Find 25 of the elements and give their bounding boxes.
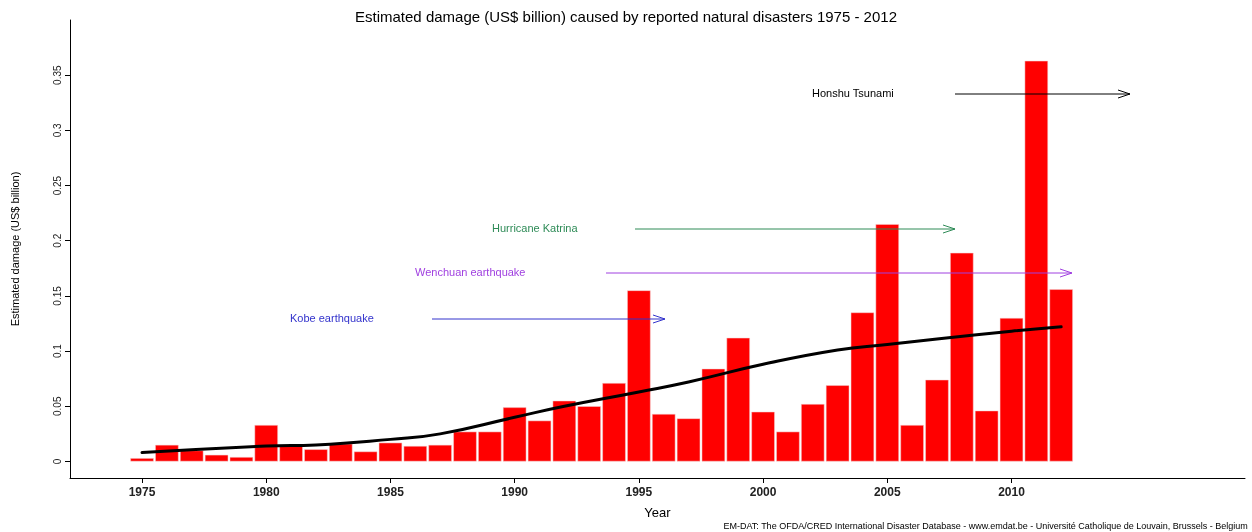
- y-axis-title: Estimated damage (US$ billion): [8, 171, 21, 327]
- y-tick-label: 0.2: [51, 233, 63, 248]
- line-series: [140, 325, 1063, 455]
- y-tick-label: 0: [51, 458, 63, 465]
- x-axis-title: Year: [644, 505, 672, 520]
- x-tick-label: 1995: [625, 485, 653, 499]
- y-tick-label: 0.3: [51, 122, 63, 138]
- y-tick-label: 0.1: [51, 343, 63, 359]
- annotation: Wenchuan earthquake: [415, 265, 526, 278]
- annotation: Honshu Tsunami: [812, 86, 894, 99]
- y-tick-label: 0.35: [51, 65, 63, 85]
- y-tick-label: 0.05: [51, 396, 63, 416]
- x-tick-label: 2000: [749, 485, 777, 499]
- x-tick-label: 1980: [252, 485, 280, 499]
- x-tick-label: 1975: [128, 485, 156, 499]
- x-tick-label: 1990: [501, 485, 529, 499]
- x-tick-label: 2010: [998, 485, 1026, 499]
- x-tick-label: 1985: [377, 485, 405, 499]
- annotation: Hurricane Katrina: [492, 221, 579, 234]
- y-tick-label: 0.15: [51, 285, 63, 306]
- x-tick-label: 2005: [873, 485, 901, 499]
- y-tick-label: 0.25: [51, 175, 63, 196]
- chart-title: Estimated damage (US$ billion) caused by reported natural disasters 1975 - 2012: [355, 8, 897, 25]
- annotation: Kobe earthquake: [290, 311, 374, 324]
- text: EM-DAT: The OFDA/CRED International Disaster Database - www.emdat.be - Université Catholique de Louvain, Brussels - Belgium: [723, 520, 1248, 531]
